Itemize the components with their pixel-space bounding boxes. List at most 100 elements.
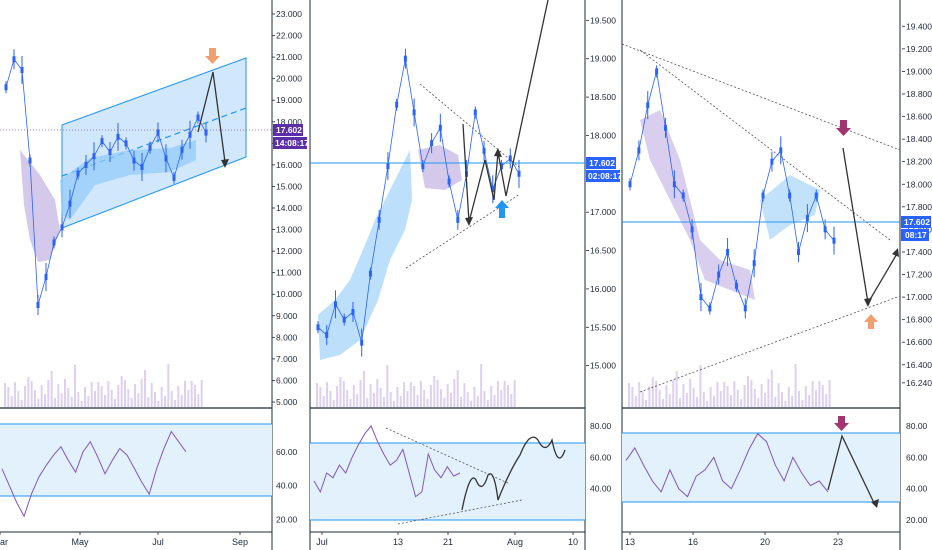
volume-bar <box>436 380 439 407</box>
left-y-axis: 23.00022.00021.00020.00019.00018.00017.0… <box>272 9 302 407</box>
y-tick-label: 21.000 <box>276 52 302 62</box>
volume-bar <box>784 401 787 407</box>
y-tick-label: 18.000 <box>906 179 932 189</box>
left-price-label: 17.602 <box>276 125 302 135</box>
volume-bar <box>787 387 790 407</box>
rsi-tick-label: 80.00 <box>906 421 928 431</box>
volume-bar <box>679 398 681 407</box>
volume-bar <box>403 382 406 407</box>
volume-bar <box>463 383 466 407</box>
rsi-tick-label: 40.00 <box>276 481 298 491</box>
volume-bar <box>27 377 30 407</box>
volume-bar <box>747 376 749 407</box>
y-tick-label: 17.200 <box>906 270 932 280</box>
price-candle-body <box>316 324 320 331</box>
volume-bar <box>456 370 459 407</box>
right-time-label: 08:17 <box>905 230 927 240</box>
rsi-tick-label: 20.00 <box>276 515 298 525</box>
right-rsi-line <box>625 432 829 498</box>
volume-bar <box>476 396 479 407</box>
y-tick-label: 18.000 <box>590 130 616 140</box>
right-rsi-band <box>622 433 900 502</box>
volume-bar <box>466 392 469 407</box>
volume-bar <box>37 399 40 407</box>
volume-bar <box>40 385 43 407</box>
right-volume-bars <box>628 364 831 407</box>
volume-bar <box>733 381 736 407</box>
volume-bar <box>130 398 133 407</box>
right-panel: 19.400 19.200 19.000 18.800 18.600 18.400 18.2… <box>621 21 932 547</box>
volume-bar <box>628 383 630 407</box>
volume-bar <box>781 392 783 407</box>
volume-bar <box>20 400 23 407</box>
volume-bar <box>815 390 817 407</box>
volume-bar <box>90 382 93 407</box>
volume-bar <box>190 381 193 407</box>
left-price-tag: 17.602 14:08:17 <box>273 124 309 149</box>
y-tick-label: 8.000 <box>276 332 298 342</box>
y-tick-label: 16.500 <box>590 246 616 256</box>
volume-bar <box>180 395 183 407</box>
x-tick-label: 23 <box>833 537 843 547</box>
volume-bar <box>379 388 382 407</box>
y-tick-label: 16.800 <box>906 315 932 325</box>
volume-bar <box>825 394 828 407</box>
volume-bar <box>634 396 637 407</box>
y-tick-label: 17.400 <box>906 247 932 257</box>
rsi-tick-label: 40.00 <box>906 484 928 494</box>
volume-bar <box>77 392 80 407</box>
right-trend-upper-a <box>621 43 901 151</box>
volume-bar <box>506 385 509 407</box>
volume-bar <box>120 376 123 407</box>
middle-price-tag: 17.602 02:08:17 <box>586 157 622 182</box>
volume-bar <box>74 365 76 407</box>
volume-bar <box>60 393 63 407</box>
volume-bar <box>326 382 329 407</box>
volume-bar <box>200 380 203 407</box>
left-rsi-band <box>0 424 272 496</box>
y-tick-label: 15.000 <box>590 361 616 371</box>
right-orange-up-arrow-icon <box>864 314 878 329</box>
volume-bar <box>107 381 110 407</box>
right-cloud-blue <box>760 175 820 240</box>
volume-bar <box>665 385 668 407</box>
volume-bar <box>356 394 359 407</box>
y-tick-label: 20.000 <box>276 74 302 84</box>
volume-bar <box>110 390 113 407</box>
y-tick-label: 17.000 <box>906 292 932 302</box>
right-rsi-magenta-arrow-icon <box>834 416 849 431</box>
volume-bar <box>339 377 342 407</box>
volume-bar <box>716 382 719 407</box>
volume-bar <box>648 386 651 407</box>
y-tick-label: 13.000 <box>276 225 302 235</box>
volume-bar <box>493 395 496 407</box>
volume-bar <box>651 377 654 407</box>
volume-bar <box>486 400 489 407</box>
right-price-label: 17.602 <box>904 217 930 227</box>
volume-bar <box>743 385 746 407</box>
volume-bar <box>439 389 442 407</box>
y-tick-label: 6.000 <box>276 375 298 385</box>
volume-bar <box>702 392 705 407</box>
volume-bar <box>349 399 352 407</box>
left-projection-arrowhead <box>221 159 229 168</box>
volume-bar <box>777 383 780 407</box>
y-tick-label: 19.500 <box>590 15 616 25</box>
volume-bar <box>114 399 116 407</box>
volume-bar <box>24 386 26 407</box>
volume-bar <box>483 391 486 407</box>
volume-bar <box>804 386 807 407</box>
y-tick-label: 19.200 <box>906 44 932 54</box>
volume-bar <box>316 383 318 407</box>
rsi-tick-label: 80.00 <box>590 421 612 431</box>
x-tick-label: 13 <box>625 537 635 547</box>
volume-bar <box>386 365 389 407</box>
y-tick-label: 12.000 <box>276 246 302 256</box>
left-ascending-channel <box>61 57 247 229</box>
volume-bar <box>124 380 126 407</box>
volume-bar <box>672 380 675 407</box>
right-price-tag: 17.602 08:17 <box>901 216 931 241</box>
left-time-label: 14:08:17 <box>275 138 309 148</box>
volume-bar <box>157 401 160 407</box>
volume-bar <box>4 383 6 407</box>
